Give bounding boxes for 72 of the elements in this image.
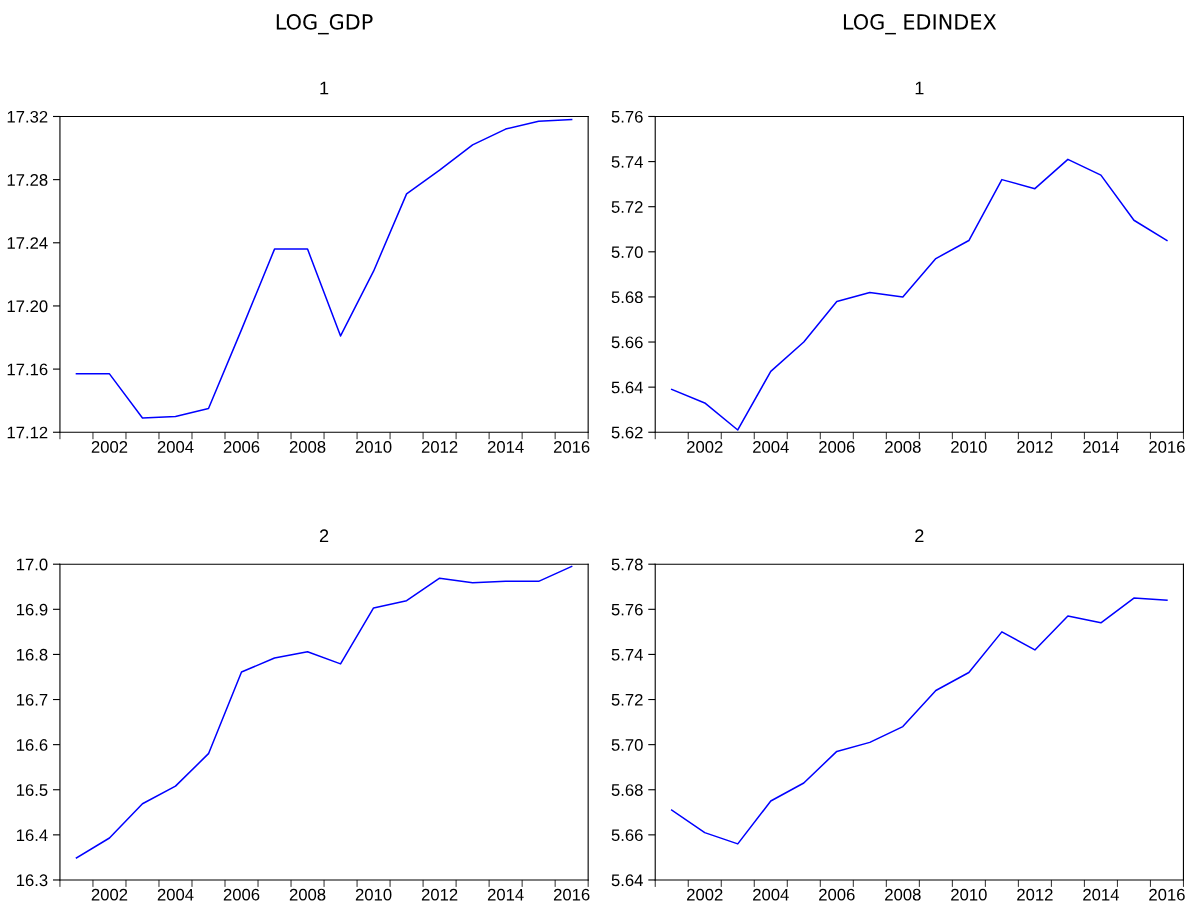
y-tick-label: 16.4: [16, 829, 48, 842]
chart-title: LOG_ EDINDEX: [843, 14, 997, 35]
y-tick-label: 5.74: [611, 156, 643, 168]
chart-title: 2: [319, 529, 329, 542]
y-tick-label: 5.64: [611, 874, 643, 887]
line-series: [670, 158, 1168, 431]
y-tick-label: 5.74: [611, 648, 643, 661]
y-tick-label: 5.64: [611, 381, 643, 394]
x-tick-label: 2002: [91, 441, 128, 453]
x-tick-label: 2008: [289, 441, 326, 453]
x-tick-label: 2002: [91, 888, 128, 901]
line-series: [75, 565, 573, 859]
x-tick-label: 2016: [1149, 441, 1185, 453]
x-tick-label: 2010: [355, 888, 392, 901]
y-tick-label: 17.0: [16, 558, 48, 571]
y-tick-label: 5.76: [611, 110, 643, 123]
y-tick-label: 16.3: [16, 874, 48, 887]
y-tick-label: 5.66: [611, 336, 643, 349]
x-tick-label: 2006: [819, 441, 855, 453]
x-tick-label: 2012: [421, 888, 458, 901]
x-tick-label: 2010: [951, 888, 987, 901]
y-tick-label: 16.5: [16, 784, 48, 796]
y-tick-label: 17.16: [7, 363, 48, 376]
y-tick-label: 17.20: [7, 300, 48, 313]
x-tick-label: 2010: [355, 441, 392, 453]
y-tick-label: 5.68: [611, 291, 643, 304]
y-tick-label: 16.8: [16, 648, 48, 661]
x-tick-label: 2004: [753, 441, 789, 453]
chart-subtitle: 1: [915, 81, 924, 95]
y-tick-label: 5.78: [611, 558, 643, 571]
x-tick-label: 2014: [487, 441, 524, 453]
x-tick-label: 2016: [1149, 888, 1185, 901]
chart-title: 2: [915, 529, 924, 542]
x-tick-label: 2006: [223, 441, 260, 453]
y-tick-label: 16.9: [16, 603, 48, 616]
y-tick-label: 5.72: [611, 201, 643, 213]
chart-subtitle: 1: [320, 81, 329, 95]
chart-title: LOG_GDP: [276, 14, 373, 35]
x-tick-label: 2014: [487, 888, 524, 901]
y-tick-label: 5.72: [611, 693, 643, 706]
y-tick-label: 17.24: [7, 237, 48, 249]
x-tick-label: 2006: [819, 888, 855, 901]
x-tick-label: 2002: [687, 441, 723, 453]
x-tick-label: 2006: [223, 888, 260, 901]
x-tick-label: 2004: [157, 888, 194, 901]
x-tick-label: 2008: [885, 441, 921, 453]
x-tick-label: 2008: [289, 888, 326, 901]
y-tick-label: 17.28: [7, 174, 48, 186]
y-tick-label: 5.62: [611, 426, 643, 439]
y-tick-label: 5.76: [611, 603, 643, 616]
x-tick-label: 2002: [687, 888, 723, 901]
x-tick-label: 2010: [951, 441, 987, 453]
x-tick-label: 2012: [1017, 888, 1053, 901]
x-tick-label: 2004: [157, 441, 194, 453]
y-tick-label: 16.6: [16, 739, 48, 751]
x-tick-label: 2016: [553, 888, 590, 901]
y-tick-label: 17.32: [7, 110, 48, 123]
x-tick-label: 2012: [421, 441, 458, 453]
x-tick-label: 2014: [1083, 441, 1119, 453]
line-series: [670, 597, 1168, 845]
x-tick-label: 2016: [553, 441, 590, 453]
x-tick-label: 2004: [753, 888, 789, 901]
line-series: [75, 118, 573, 419]
y-tick-label: 16.7: [16, 693, 48, 706]
x-tick-label: 2014: [1083, 888, 1119, 901]
x-tick-label: 2008: [885, 888, 921, 901]
x-tick-label: 2012: [1017, 441, 1053, 453]
y-tick-label: 5.70: [611, 246, 643, 259]
y-tick-label: 5.66: [611, 829, 643, 842]
y-tick-label: 5.68: [611, 784, 643, 796]
y-tick-label: 5.70: [611, 739, 643, 751]
y-tick-label: 17.12: [7, 426, 48, 439]
